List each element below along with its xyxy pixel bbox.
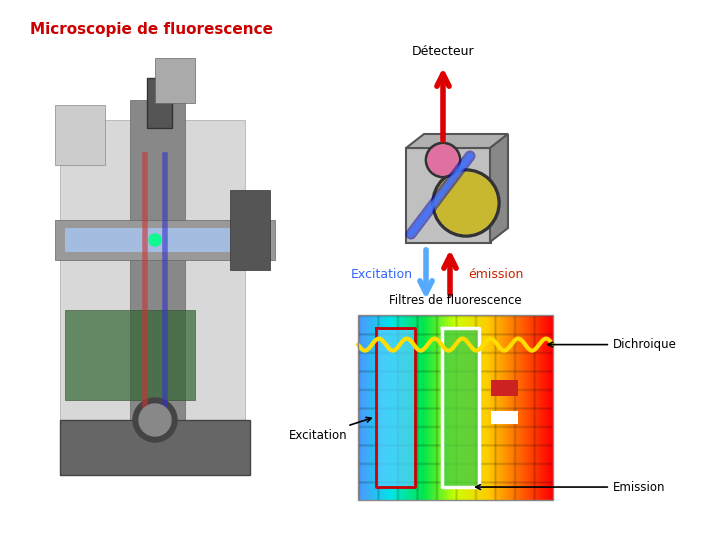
Circle shape	[428, 145, 458, 175]
Text: émission: émission	[468, 267, 523, 280]
Text: Excitation: Excitation	[289, 417, 371, 442]
Bar	[60, 420, 250, 475]
Text: Dichroique: Dichroique	[548, 338, 677, 351]
Circle shape	[436, 173, 496, 233]
Bar	[130, 100, 185, 460]
Bar	[147, 78, 172, 128]
Bar	[376, 328, 415, 487]
Circle shape	[139, 404, 171, 436]
Bar	[490, 411, 518, 424]
Polygon shape	[490, 134, 508, 242]
Text: Echantillon: Echantillon	[387, 317, 499, 335]
Bar	[490, 380, 518, 396]
Bar	[55, 220, 275, 260]
Text: Détecteur: Détecteur	[412, 45, 474, 58]
Text: Microscopie de fluorescence: Microscopie de fluorescence	[30, 22, 273, 37]
Bar	[55, 105, 105, 165]
Circle shape	[149, 234, 161, 246]
Text: Filtres de fluorescence: Filtres de fluorescence	[390, 294, 522, 307]
Text: Excitation: Excitation	[351, 267, 413, 280]
Bar	[65, 228, 265, 252]
Bar	[358, 315, 553, 500]
Bar	[230, 190, 270, 270]
Polygon shape	[406, 134, 508, 148]
Bar	[406, 148, 491, 243]
Circle shape	[133, 398, 177, 442]
Bar	[60, 120, 245, 440]
Bar	[155, 58, 195, 103]
Bar	[442, 328, 479, 487]
Bar	[65, 310, 195, 400]
Text: Emission: Emission	[476, 481, 665, 494]
